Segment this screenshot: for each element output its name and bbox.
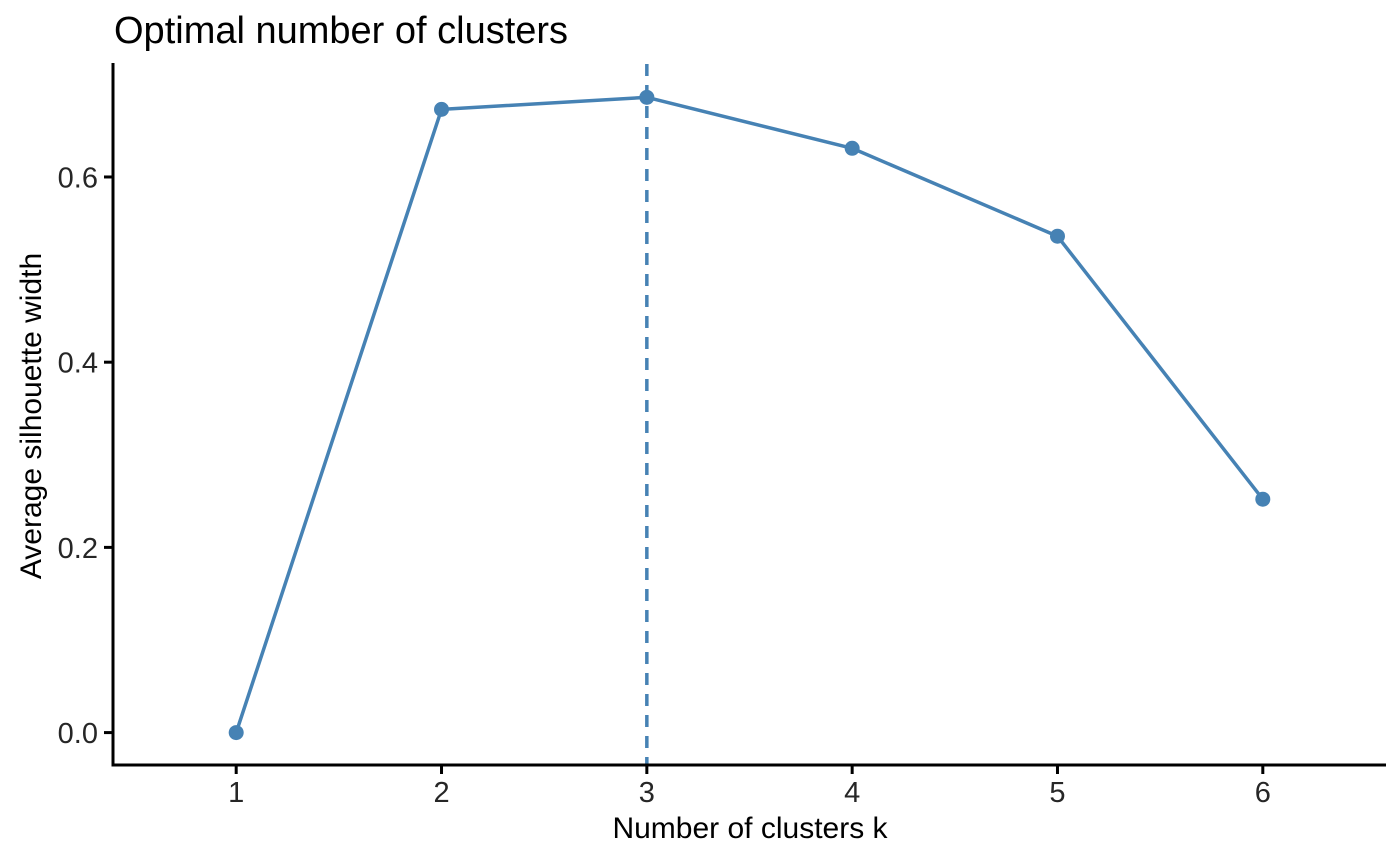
x-tick-label: 4 xyxy=(844,777,860,809)
y-tick-label: 0.6 xyxy=(58,162,98,194)
y-tick-label: 0.0 xyxy=(58,718,98,750)
data-point-k2 xyxy=(434,101,450,117)
data-point-k5 xyxy=(1049,228,1065,244)
x-tick-label: 1 xyxy=(228,777,244,809)
y-tick-label: 0.4 xyxy=(58,348,98,380)
x-tick-label: 6 xyxy=(1255,777,1271,809)
data-point-k6 xyxy=(1255,491,1271,507)
x-tick-label: 3 xyxy=(639,777,655,809)
y-tick-label: 0.2 xyxy=(58,533,98,565)
data-point-k4 xyxy=(844,140,860,156)
x-tick-label: 5 xyxy=(1049,777,1065,809)
x-tick-label: 2 xyxy=(433,777,449,809)
x-axis-label: Number of clusters k xyxy=(612,812,888,845)
chart-title: Optimal number of clusters xyxy=(114,10,569,52)
data-point-k1 xyxy=(228,725,244,741)
series-line xyxy=(234,95,1265,735)
data-point-k3 xyxy=(639,89,655,105)
